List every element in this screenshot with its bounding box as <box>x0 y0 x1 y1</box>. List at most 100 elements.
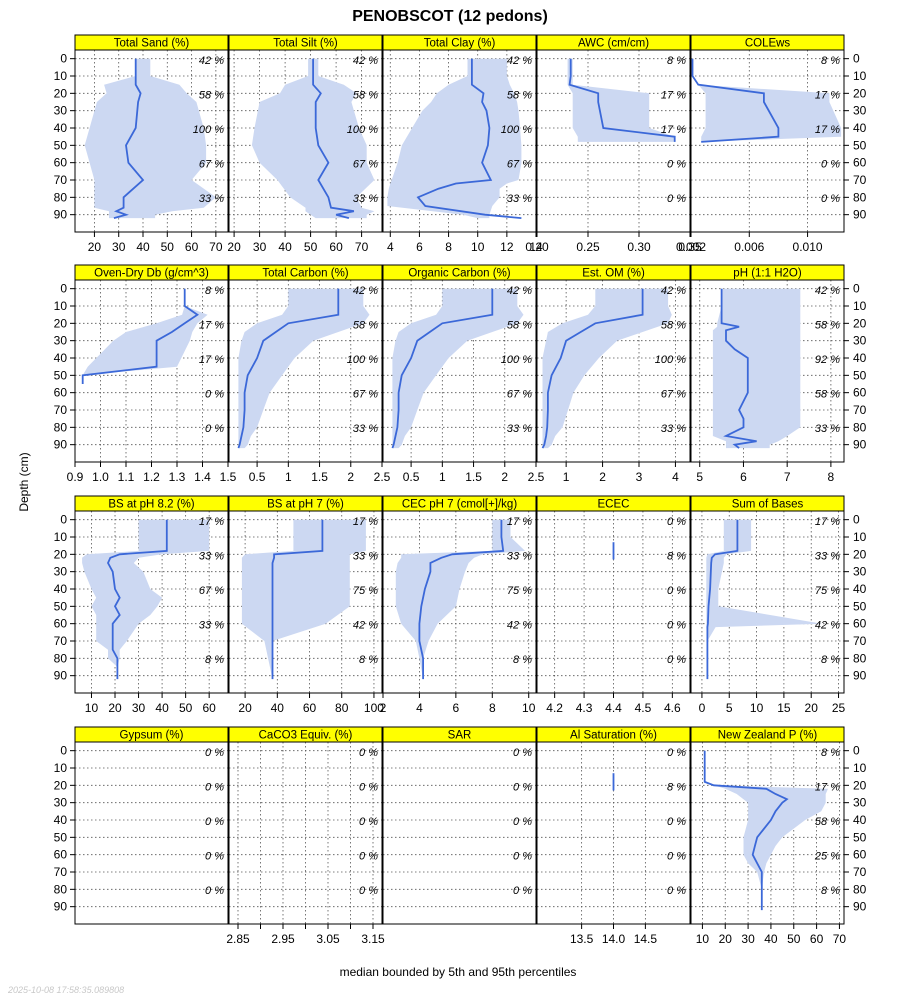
data-percent-label: 42 % <box>507 620 532 632</box>
data-percent-label: 0 % <box>205 423 224 435</box>
percentile-band <box>704 750 828 911</box>
x-tick-label: 40 <box>271 701 285 715</box>
y-tick-label: 0 <box>853 52 860 66</box>
x-tick-label: 80 <box>335 701 349 715</box>
x-tick-label: 0.9 <box>67 470 84 484</box>
y-tick-label: 40 <box>54 351 68 365</box>
y-tick-label: 10 <box>853 761 867 775</box>
x-tick-label: 30 <box>112 240 126 254</box>
median-line <box>703 750 789 911</box>
x-tick-label: 70 <box>833 932 847 946</box>
data-percent-label: 100 % <box>501 354 532 366</box>
y-tick-label: 30 <box>54 104 68 118</box>
y-tick-label: 50 <box>54 599 68 613</box>
data-percent-label: 100 % <box>655 354 686 366</box>
data-percent-label: 8 % <box>667 55 686 67</box>
data-percent-label: 58 % <box>199 90 224 102</box>
x-tick-label: 60 <box>303 701 317 715</box>
x-tick-label: 1.5 <box>220 470 237 484</box>
y-tick-label: 60 <box>853 848 867 862</box>
x-tick-label: 2 <box>501 470 508 484</box>
data-percent-label: 17 % <box>815 124 840 136</box>
y-tick-label: 20 <box>853 316 867 330</box>
panel-frame <box>382 510 537 694</box>
x-tick-label: 2 <box>380 701 387 715</box>
x-tick-label: 20 <box>108 701 122 715</box>
panel-strip-label: AWC (cm/cm) <box>578 38 649 50</box>
data-percent-label: 33 % <box>815 423 840 435</box>
y-tick-label: 70 <box>853 173 867 187</box>
x-tick-label: 4.2 <box>546 701 563 715</box>
x-tick-label: 100 <box>364 701 384 715</box>
data-percent-label: 0 % <box>205 747 224 759</box>
data-percent-label: 33 % <box>661 423 686 435</box>
panel-12: CEC pH 7 (cmol[+]/kg) 17 % 33 % 75 % 42 % 8 %… <box>380 495 537 715</box>
data-percent-label: 33 % <box>507 423 532 435</box>
data-percent-label: 100 % <box>347 354 378 366</box>
panel-4: COLEws 8 % 17 % 17 % 0 % 0 % 0.002 0.006 0.010 0 1… <box>676 34 867 254</box>
data-percent-label: 8 % <box>821 885 840 897</box>
y-tick-label: 70 <box>54 173 68 187</box>
data-percent-label: 0 % <box>205 782 224 794</box>
y-tick-label: 20 <box>853 547 867 561</box>
panel-strip-label: Total Carbon (%) <box>262 268 348 280</box>
x-tick-label: 10 <box>696 932 710 946</box>
median-line <box>312 58 355 219</box>
panel-frame <box>74 510 229 694</box>
panel-frame <box>382 49 537 233</box>
data-percent-label: 0 % <box>205 389 224 401</box>
y-tick-label: 10 <box>853 530 867 544</box>
x-tick-label: 70 <box>209 240 223 254</box>
median-line <box>391 288 494 449</box>
data-percent-label: 42 % <box>661 285 686 297</box>
panel-frame <box>228 279 383 463</box>
data-percent-label: 75 % <box>353 585 378 597</box>
panel-frame <box>382 279 537 463</box>
panel-frame <box>690 279 845 463</box>
y-tick-label: 0 <box>853 282 860 296</box>
y-tick-label: 20 <box>54 86 68 100</box>
x-tick-label: 10 <box>471 240 485 254</box>
x-tick-label: 2.5 <box>374 470 391 484</box>
y-tick-label: 90 <box>853 438 867 452</box>
data-percent-label: 0 % <box>667 747 686 759</box>
x-tick-label: 1 <box>563 470 570 484</box>
panel-frame <box>690 49 845 233</box>
y-tick-label: 30 <box>54 796 68 810</box>
y-tick-label: 80 <box>853 420 867 434</box>
data-percent-label: 17 % <box>815 90 840 102</box>
y-tick-label: 20 <box>54 547 68 561</box>
panel-strip-label: COLEws <box>745 38 791 50</box>
data-percent-label: 0 % <box>513 885 532 897</box>
data-percent-label: 0 % <box>667 654 686 666</box>
panel-strip-label: Al Saturation (%) <box>570 730 657 742</box>
x-tick-label: 14.0 <box>602 932 626 946</box>
y-tick-label: 20 <box>54 778 68 792</box>
x-tick-label: 2 <box>347 470 354 484</box>
median-line <box>541 288 644 449</box>
panel-strip-label: pH (1:1 H2O) <box>733 268 802 280</box>
median-line <box>106 519 168 680</box>
median-line <box>416 58 522 219</box>
panel-frame <box>382 741 537 925</box>
panel-frame <box>690 741 845 925</box>
panel-11: BS at pH 7 (%) 17 % 33 % 75 % 42 % 8 % 20 40 60 8… <box>228 495 384 715</box>
x-tick-label: 14 <box>529 240 543 254</box>
x-tick-label: 0.5 <box>249 470 266 484</box>
y-tick-label: 10 <box>54 299 68 313</box>
median-line <box>706 519 739 680</box>
x-tick-label: 2.85 <box>226 932 250 946</box>
y-tick-label: 80 <box>54 651 68 665</box>
y-tick-label: 0 <box>60 513 67 527</box>
x-tick-label: 40 <box>136 240 150 254</box>
percentile-band <box>251 58 375 219</box>
y-tick-label: 90 <box>54 208 68 222</box>
panel-3: AWC (cm/cm) 8 % 17 % 17 % 0 % 0 % 0.20 0.25 0.30… <box>525 34 702 254</box>
y-axis-label: Depth (cm) <box>17 452 31 511</box>
percentile-band <box>392 288 524 449</box>
panel-frame <box>690 510 845 694</box>
y-tick-label: 0 <box>853 513 860 527</box>
x-tick-label: 4.5 <box>635 701 652 715</box>
panel-frame <box>536 49 691 233</box>
y-tick-label: 20 <box>853 86 867 100</box>
